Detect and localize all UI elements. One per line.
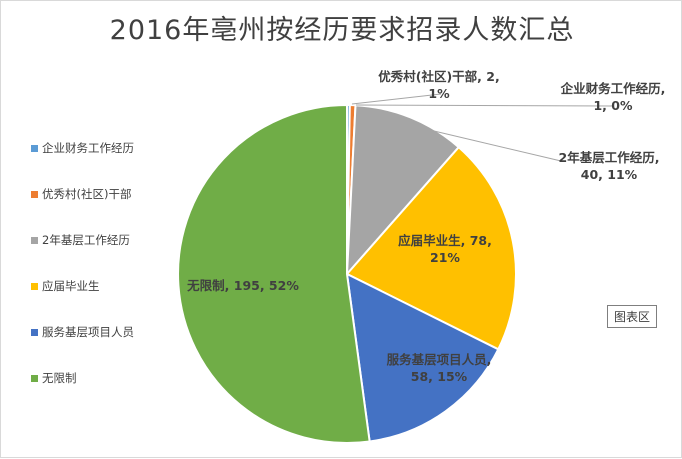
chart-area-tooltip: 图表区 bbox=[607, 305, 658, 328]
legend-item-3[interactable]: 应届毕业生 bbox=[31, 277, 134, 295]
legend: 企业财务工作经历 优秀村(社区)干部 2年基层工作经历 应届毕业生服务基层项目人员 无限… bbox=[31, 139, 134, 415]
legend-swatch bbox=[31, 374, 38, 382]
pie-slice-2[interactable] bbox=[345, 104, 461, 277]
legend-label: 应届毕业生 bbox=[42, 279, 100, 293]
pie-slice-3[interactable] bbox=[345, 145, 517, 351]
leader-line-2 bbox=[433, 130, 562, 162]
legend-swatch bbox=[31, 190, 38, 198]
data-label-3: 应届毕业生, 78, 21% bbox=[398, 233, 492, 265]
data-label-4: 服务基层项目人员, 58, 15% bbox=[387, 352, 492, 384]
legend-item-1[interactable]: 优秀村(社区)干部 bbox=[31, 185, 134, 203]
leader-line-0 bbox=[355, 104, 614, 107]
pie-slice-4[interactable] bbox=[345, 272, 500, 443]
legend-item-5[interactable]: 无限制 bbox=[31, 369, 134, 387]
data-label-5: 无限制, 195, 52% bbox=[186, 278, 299, 293]
legend-item-4[interactable]: 服务基层项目人员 bbox=[31, 323, 134, 341]
legend-item-2[interactable]: 2年基层工作经历 bbox=[31, 231, 134, 249]
legend-swatch bbox=[31, 328, 38, 336]
legend-swatch bbox=[31, 282, 38, 290]
leader-line-1 bbox=[351, 93, 442, 105]
legend-item-0[interactable]: 企业财务工作经历 bbox=[31, 139, 134, 157]
data-label-0: 企业财务工作经历, 1, 0% bbox=[560, 81, 666, 113]
legend-label: 服务基层项目人员 bbox=[42, 325, 134, 339]
data-label-2: 2年基层工作经历, 40, 11% bbox=[559, 150, 660, 182]
legend-label: 无限制 bbox=[42, 371, 77, 385]
legend-label: 2年基层工作经历 bbox=[42, 233, 130, 247]
pie-slice-5[interactable] bbox=[177, 103, 371, 444]
data-label-1: 优秀村(社区)干部, 2, 1% bbox=[378, 69, 499, 101]
chart-title: 2016年亳州按经历要求招录人数汇总 bbox=[109, 15, 575, 46]
legend-label: 企业财务工作经历 bbox=[42, 141, 134, 155]
legend-label: 优秀村(社区)干部 bbox=[42, 187, 132, 201]
legend-swatch bbox=[31, 236, 38, 244]
legend-swatch bbox=[31, 144, 38, 152]
